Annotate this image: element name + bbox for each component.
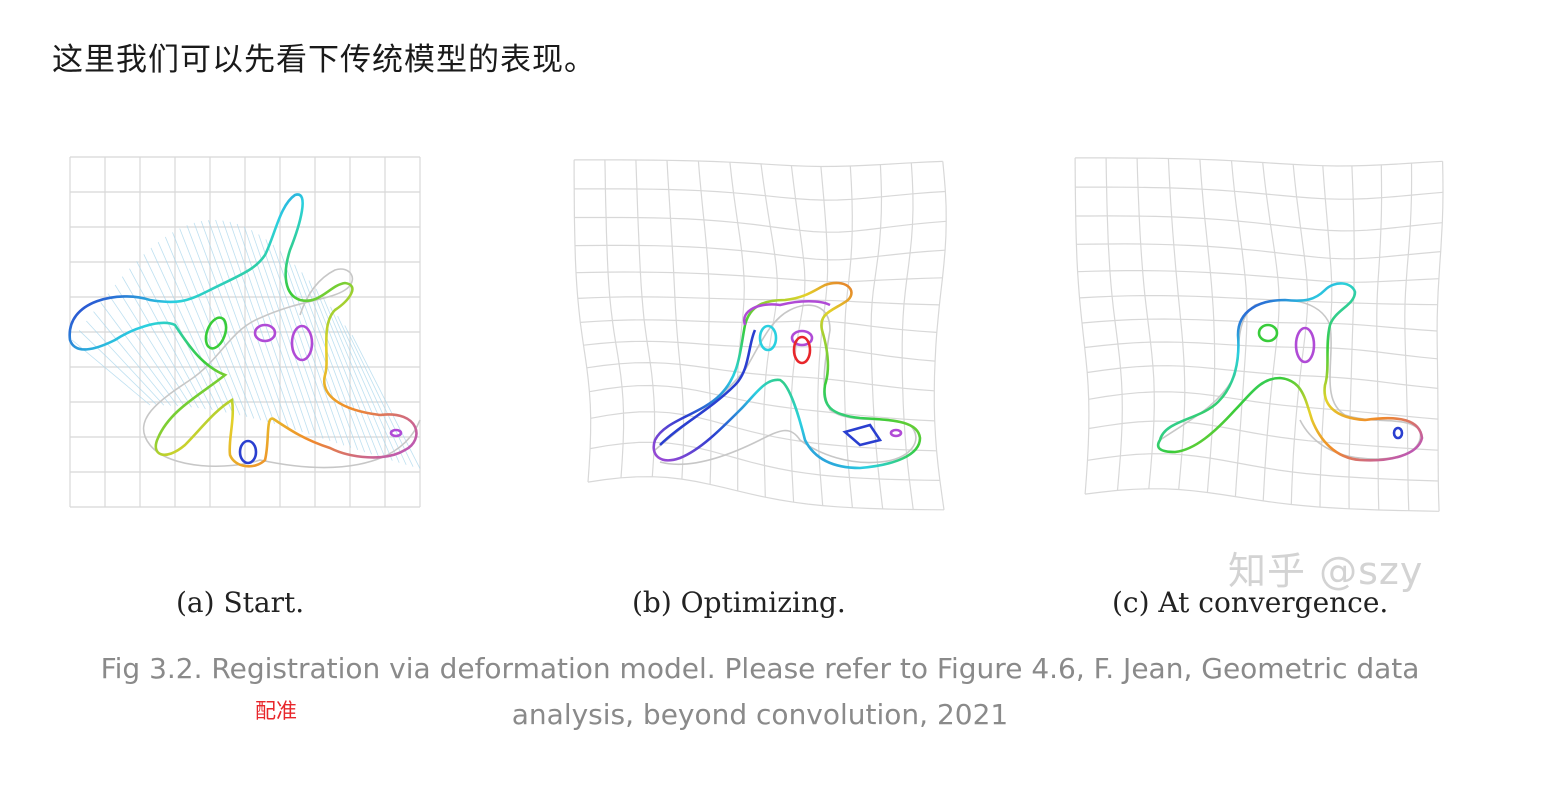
figure-caption: Fig 3.2. Registration via deformation mo… <box>100 652 1420 731</box>
panel-a-source-shape <box>68 193 418 468</box>
panel-b-label: (b) Optimizing. <box>632 586 846 619</box>
panel-c-label: (c) At convergence. <box>1112 586 1389 619</box>
correspondence-lines <box>71 219 421 469</box>
watermark: 知乎 @szy <box>1228 549 1424 593</box>
panel-b-deformed-grid <box>573 159 947 511</box>
panel-c-deformed-grid <box>1074 157 1444 512</box>
panel-a-target-shape <box>142 268 421 469</box>
intro-paragraph: 这里我们可以先看下传统模型的表现。 <box>52 42 596 78</box>
panel-c-source-shape <box>1156 282 1424 462</box>
panel-a-label: (a) Start. <box>176 586 305 619</box>
red-annotation: 配准 <box>255 699 297 723</box>
panel-b-source-shape <box>652 281 922 470</box>
